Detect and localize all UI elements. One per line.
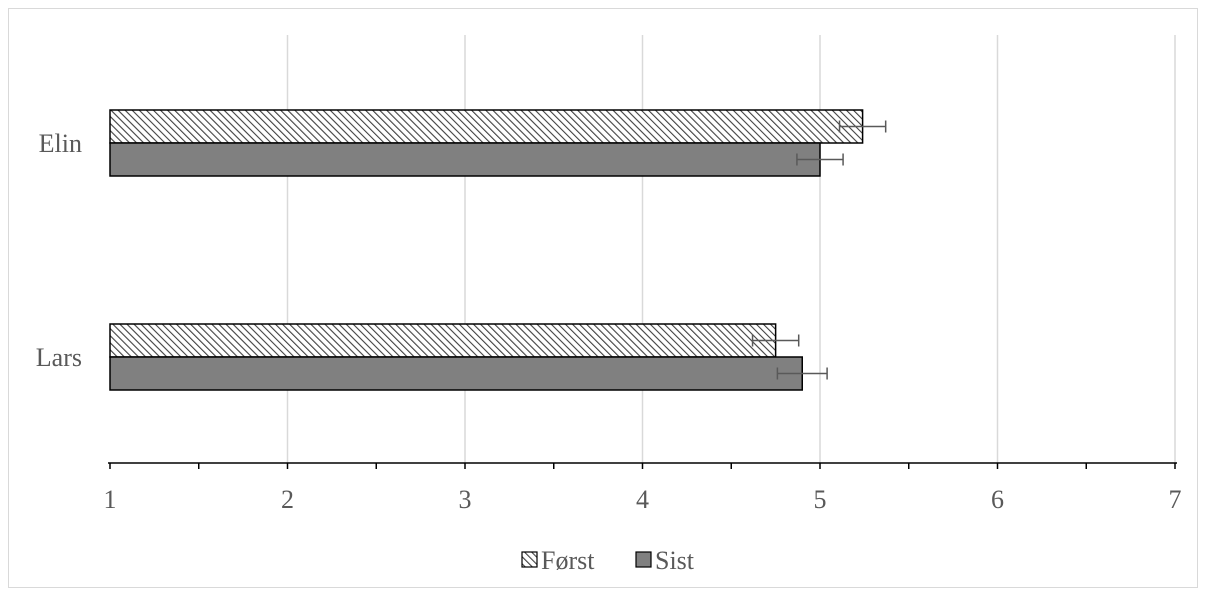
x-tick-label: 5 [814, 485, 827, 514]
x-axis: Elin Lars 1 2 3 4 5 6 7 [36, 129, 1182, 514]
legend-swatch [635, 551, 652, 568]
error-bar [776, 367, 828, 380]
error-bar [796, 153, 844, 166]
legend-label: Sist [655, 546, 695, 575]
x-tick-label: 2 [281, 485, 294, 514]
x-tick-label: 6 [991, 485, 1004, 514]
x-tick-label: 1 [104, 485, 117, 514]
legend-label: Først [541, 546, 595, 575]
bar [109, 109, 864, 144]
legend: Først Sist [521, 546, 695, 575]
category-label: Elin [39, 129, 82, 158]
x-tick-label: 7 [1169, 485, 1182, 514]
bar [109, 356, 803, 391]
legend-item: Sist [635, 546, 695, 575]
x-tick-label: 4 [636, 485, 649, 514]
error-bar [838, 120, 887, 133]
chart-frame [8, 8, 1198, 588]
legend-item: Først [521, 546, 595, 575]
x-tick-label: 3 [459, 485, 472, 514]
legend-swatch [521, 551, 538, 568]
bars [109, 109, 887, 391]
bar [109, 323, 777, 358]
gridlines [286, 35, 1176, 463]
category-label: Lars [36, 343, 82, 372]
bar [109, 142, 821, 177]
error-bar [751, 334, 800, 347]
